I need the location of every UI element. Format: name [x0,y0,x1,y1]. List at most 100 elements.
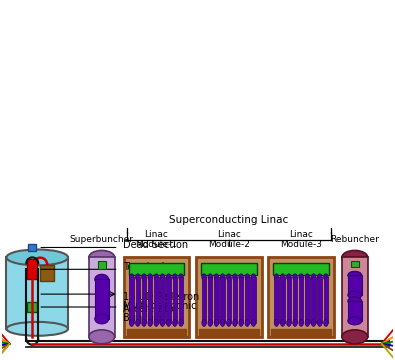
Bar [95,279,109,319]
Bar [196,257,261,337]
Ellipse shape [166,274,171,281]
Bar [245,277,250,323]
Ellipse shape [220,274,225,281]
Ellipse shape [318,274,322,281]
Bar [305,277,310,323]
Ellipse shape [214,274,218,281]
Ellipse shape [305,274,310,281]
Ellipse shape [89,330,115,344]
Bar [214,277,218,323]
Ellipse shape [324,319,328,327]
Ellipse shape [173,274,177,281]
Bar [293,277,297,323]
Bar [126,329,186,337]
Ellipse shape [148,319,152,327]
Ellipse shape [342,330,368,344]
Ellipse shape [135,319,140,327]
Ellipse shape [274,319,279,327]
Bar [220,277,225,323]
Ellipse shape [160,274,165,281]
Text: Rebuncher: Rebuncher [330,235,379,244]
Bar [130,277,134,323]
Ellipse shape [348,291,362,299]
Ellipse shape [227,319,231,327]
Ellipse shape [95,274,109,284]
Bar [273,264,329,275]
Bar [135,277,140,323]
Text: Linac
Module-3: Linac Module-3 [280,230,322,249]
Bar [311,277,316,323]
Bar [299,277,303,323]
Ellipse shape [142,319,146,327]
Text: Superbuncher: Superbuncher [70,235,134,244]
Ellipse shape [95,314,109,324]
Ellipse shape [293,319,297,327]
Bar [348,275,362,295]
Bar [271,329,331,337]
Bar [239,277,243,323]
Bar [208,277,213,323]
Ellipse shape [154,274,158,281]
Text: 15 UD Pelletron
Accelerator: 15 UD Pelletron Accelerator [122,292,199,314]
Bar [287,277,291,323]
Bar [27,302,37,312]
Bar [124,257,189,337]
Ellipse shape [299,274,303,281]
Ellipse shape [227,274,231,281]
Bar [280,277,285,323]
Text: Linac
Module-2: Linac Module-2 [208,230,250,249]
Ellipse shape [287,319,291,327]
Ellipse shape [130,274,134,281]
Ellipse shape [293,274,297,281]
Ellipse shape [342,251,368,264]
Ellipse shape [154,319,158,327]
Bar [160,277,165,323]
Ellipse shape [245,274,250,281]
Ellipse shape [245,319,250,327]
Ellipse shape [311,319,316,327]
Text: Superconducting Linac: Superconducting Linac [169,215,288,225]
Bar [342,257,368,337]
Bar [324,277,328,323]
Bar [154,277,158,323]
Ellipse shape [179,319,183,327]
Ellipse shape [166,319,171,327]
Ellipse shape [274,274,279,281]
Ellipse shape [148,274,152,281]
Bar [348,301,362,321]
Ellipse shape [348,271,362,279]
Ellipse shape [318,319,322,327]
Bar [179,277,183,323]
Ellipse shape [179,274,183,281]
Ellipse shape [251,274,256,281]
Text: Linac
Module-1: Linac Module-1 [135,230,177,249]
Bar [173,277,177,323]
Bar [199,329,258,337]
Ellipse shape [305,319,310,327]
Bar [27,260,37,279]
Bar [6,257,68,329]
Ellipse shape [202,274,206,281]
Bar [227,277,231,323]
Ellipse shape [233,274,237,281]
Ellipse shape [6,249,68,265]
Ellipse shape [142,274,146,281]
Ellipse shape [233,319,237,327]
Bar [148,277,152,323]
Ellipse shape [280,274,285,281]
Bar [166,277,171,323]
Bar [142,277,146,323]
Bar [98,261,106,269]
Ellipse shape [280,319,285,327]
Ellipse shape [287,274,291,281]
Ellipse shape [324,274,328,281]
Bar [318,277,322,323]
Ellipse shape [208,319,213,327]
Ellipse shape [89,251,115,264]
Bar [40,265,54,281]
Ellipse shape [299,319,303,327]
Bar [269,257,334,337]
Text: Multi-harmonic
Buncher: Multi-harmonic Buncher [122,301,196,323]
Ellipse shape [202,319,206,327]
Text: Terminal: Terminal [122,262,164,272]
